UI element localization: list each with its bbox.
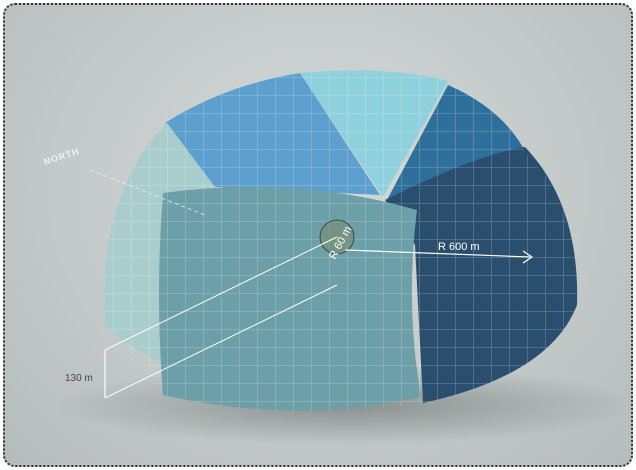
north-label: NORTH (43, 146, 81, 167)
axis-line-base (104, 284, 338, 399)
arrow-head (522, 250, 534, 264)
axis-line (104, 236, 338, 351)
height-label: 130 m (65, 373, 93, 384)
outer-radius-label: R 600 m (438, 241, 480, 253)
outer-radius-dimension (344, 249, 531, 258)
dome-render: NORTH R 60 m R 600 m 130 m (43, 70, 631, 445)
scene: NORTH R 60 m R 600 m 130 m (3, 3, 633, 467)
